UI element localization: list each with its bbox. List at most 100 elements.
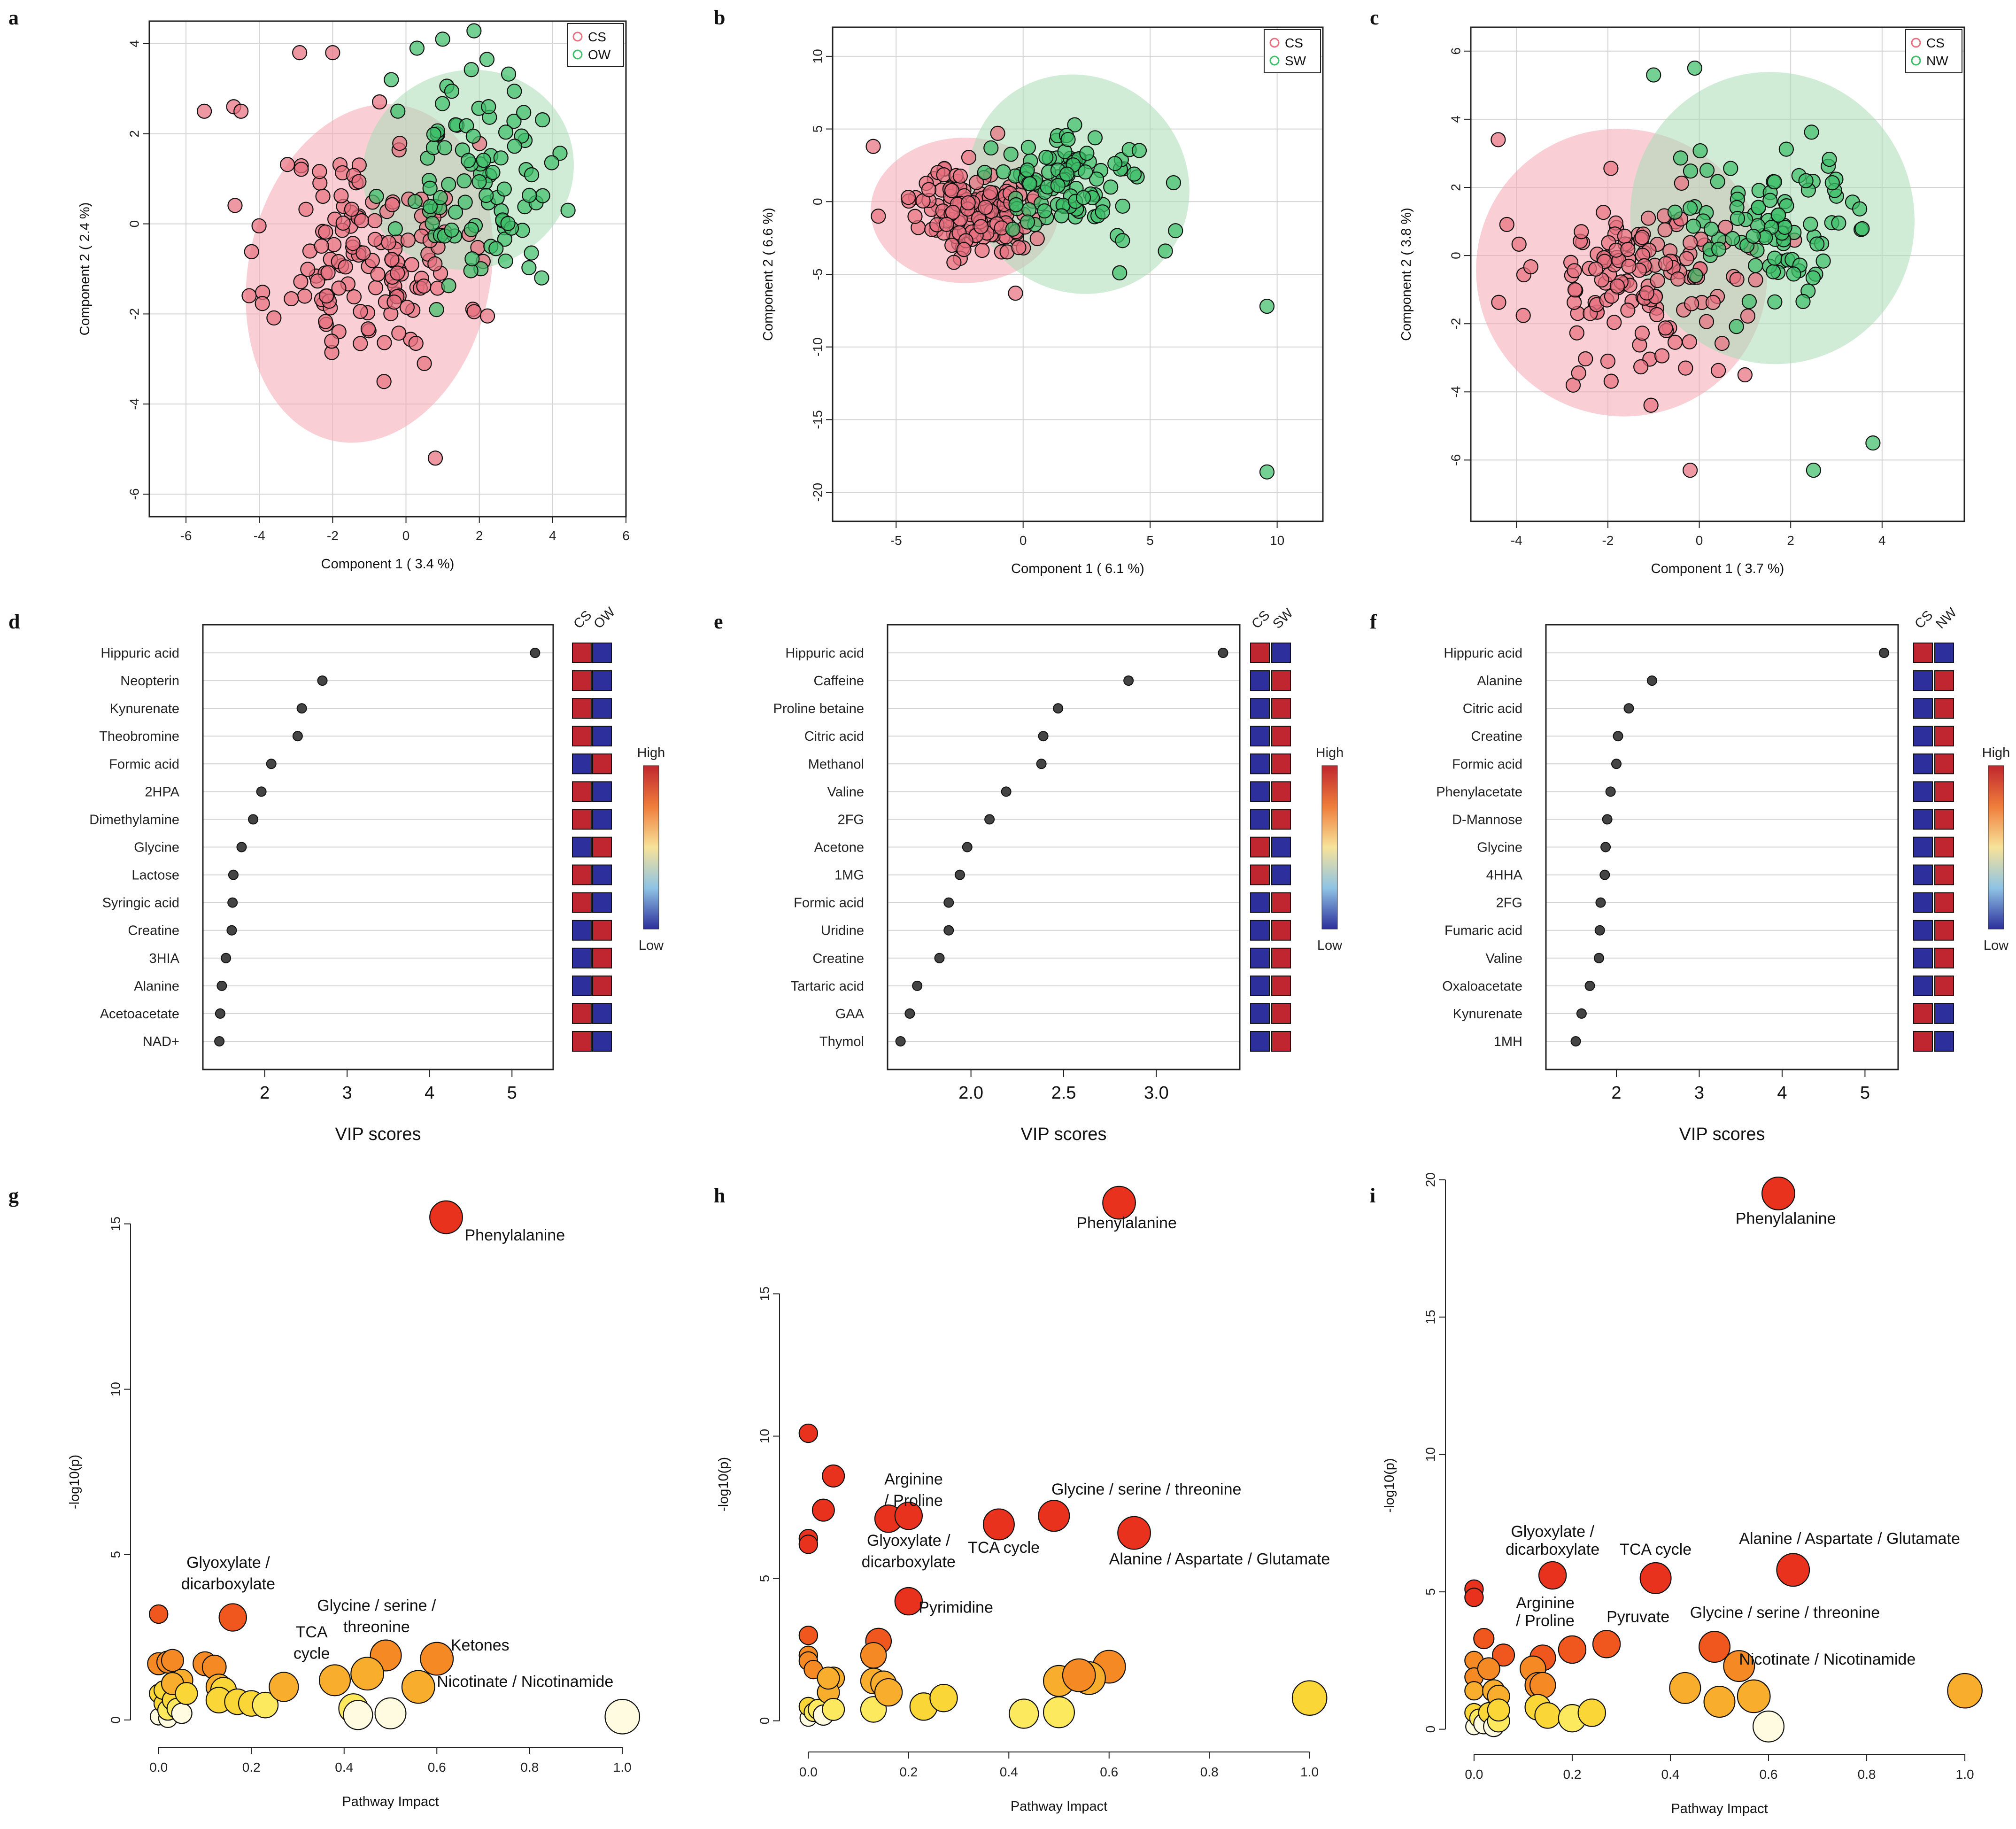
pathway-bubble bbox=[1291, 1680, 1328, 1716]
score-point-nw bbox=[1824, 175, 1840, 191]
heat-cell-cs bbox=[572, 643, 592, 663]
vip-score-point bbox=[226, 925, 237, 936]
x-axis-title: VIP scores bbox=[335, 1124, 421, 1144]
score-point-nw bbox=[1798, 173, 1814, 188]
score-point-cs bbox=[1567, 294, 1582, 310]
vip-metabolite-label: Syringic acid bbox=[102, 896, 179, 911]
score-point-nw bbox=[1852, 201, 1868, 217]
heat-cell-cs bbox=[572, 947, 592, 969]
vip-score-point bbox=[904, 1008, 915, 1019]
x-tick-label: 5 bbox=[1146, 533, 1154, 548]
score-point-cs bbox=[1588, 261, 1604, 277]
heatmap-group-label-cs: CS bbox=[1249, 608, 1273, 632]
vip-score-point bbox=[221, 953, 232, 963]
y-tick-label: 20 bbox=[1423, 1172, 1437, 1187]
y-tick-label: 2 bbox=[127, 130, 141, 138]
pathway-annotation: Ketones bbox=[451, 1636, 510, 1654]
score-point-sw bbox=[1095, 204, 1110, 220]
pathway-plot-i: Phenylalanine Glyoxylate /dicarboxylate TC… bbox=[1382, 1172, 1983, 1816]
pathway-plot-h: Phenylalanine Arginine / Proline Glycine / … bbox=[716, 1186, 1330, 1814]
vip-score-point bbox=[215, 1008, 225, 1019]
vip-score-point bbox=[1001, 786, 1012, 797]
heat-cell-ow bbox=[592, 920, 612, 941]
score-point-cs bbox=[284, 291, 299, 307]
score-point-cs bbox=[315, 188, 331, 204]
score-point-cs bbox=[1620, 241, 1636, 257]
score-point-nw bbox=[1767, 294, 1783, 310]
heat-cell-cs bbox=[572, 670, 592, 691]
score-point-sw bbox=[1107, 156, 1123, 171]
heat-cell-cs bbox=[1250, 975, 1270, 996]
score-point-cs bbox=[1515, 308, 1531, 323]
score-point-cs bbox=[233, 103, 249, 119]
score-point-cs bbox=[351, 174, 367, 189]
score-point-cs bbox=[333, 188, 349, 203]
heat-cell-cs bbox=[572, 920, 592, 941]
colorbar-high-label: High bbox=[1316, 745, 1344, 760]
score-point-cs bbox=[381, 235, 396, 250]
y-tick-label: -4 bbox=[1448, 386, 1463, 398]
panel-label-a: a bbox=[8, 6, 19, 29]
x-tick-label: -4 bbox=[254, 528, 265, 543]
heat-cell-cs bbox=[1913, 726, 1933, 747]
heat-cell-cs bbox=[1250, 753, 1270, 775]
x-axis-title: VIP scores bbox=[1020, 1124, 1106, 1144]
score-point-sw bbox=[1089, 171, 1105, 187]
score-point-cs bbox=[960, 195, 976, 211]
pathway-bubble bbox=[1117, 1516, 1151, 1550]
score-point-sw bbox=[1005, 221, 1020, 237]
heatmap-group-label-sw: SW bbox=[1270, 605, 1296, 632]
pathway-bubble bbox=[374, 1697, 407, 1729]
heat-cell-sw bbox=[1271, 864, 1291, 885]
score-point-sw bbox=[1131, 143, 1147, 158]
x-tick-label: 3 bbox=[1694, 1083, 1704, 1103]
score-point-nw bbox=[1741, 294, 1757, 310]
y-tick-label: 0 bbox=[108, 1716, 123, 1724]
score-point-cs bbox=[1683, 235, 1698, 250]
score-point-cs bbox=[1658, 320, 1673, 336]
score-point-cs bbox=[466, 304, 482, 319]
score-point-ow bbox=[444, 84, 460, 99]
pathway-bubble bbox=[894, 1502, 923, 1530]
heat-cell-nw bbox=[1934, 837, 1954, 858]
panel-label-d: d bbox=[8, 610, 20, 633]
vip-metabolite-label: Citric acid bbox=[804, 729, 864, 744]
pathway-annotation: TCA cycle bbox=[1620, 1541, 1692, 1558]
pathway-bubble bbox=[1753, 1710, 1785, 1743]
legend-label-cs: CS bbox=[1926, 36, 1945, 50]
pathway-bubble bbox=[817, 1666, 840, 1690]
heat-cell-sw bbox=[1271, 809, 1291, 830]
score-point-ow bbox=[522, 187, 537, 203]
pathway-bubble bbox=[1558, 1635, 1587, 1664]
heat-cell-ow bbox=[592, 864, 612, 885]
pathway-bubble bbox=[1464, 1588, 1484, 1607]
score-point-nw bbox=[1804, 124, 1819, 140]
vip-score-point bbox=[1576, 1008, 1587, 1019]
score-point-ow bbox=[488, 241, 504, 256]
pathway-bubble bbox=[1737, 1679, 1771, 1713]
heat-cell-cs bbox=[1913, 1003, 1933, 1024]
vip-score-point bbox=[214, 1036, 225, 1046]
pathway-annotation: dicarboxylate bbox=[1506, 1541, 1599, 1558]
score-point-cs bbox=[325, 45, 340, 61]
heat-cell-cs bbox=[1913, 1031, 1933, 1052]
score-point-cs bbox=[1609, 278, 1625, 294]
x-tick-label: 1.0 bbox=[613, 1760, 632, 1775]
x-tick-label: 0 bbox=[1020, 533, 1027, 548]
score-point-cs bbox=[1643, 397, 1659, 413]
score-point-ow bbox=[500, 216, 516, 231]
x-tick-label: 2 bbox=[1611, 1083, 1621, 1103]
score-point-cs bbox=[1620, 302, 1636, 318]
score-point-cs bbox=[399, 300, 415, 315]
vip-score-point bbox=[1570, 1036, 1581, 1046]
score-point-sw bbox=[1038, 149, 1054, 165]
score-point-nw bbox=[1703, 221, 1719, 237]
score-point-sw bbox=[1060, 132, 1076, 147]
vip-metabolite-label: Uridine bbox=[821, 923, 864, 938]
vip-metabolite-label: Acetoacetate bbox=[100, 1007, 179, 1022]
x-tick-label: -6 bbox=[180, 528, 192, 543]
heat-cell-cs bbox=[1250, 809, 1270, 830]
score-point-sw bbox=[1168, 223, 1183, 239]
vip-score-point bbox=[1600, 842, 1611, 852]
vip-metabolite-label: Creatine bbox=[812, 951, 864, 966]
